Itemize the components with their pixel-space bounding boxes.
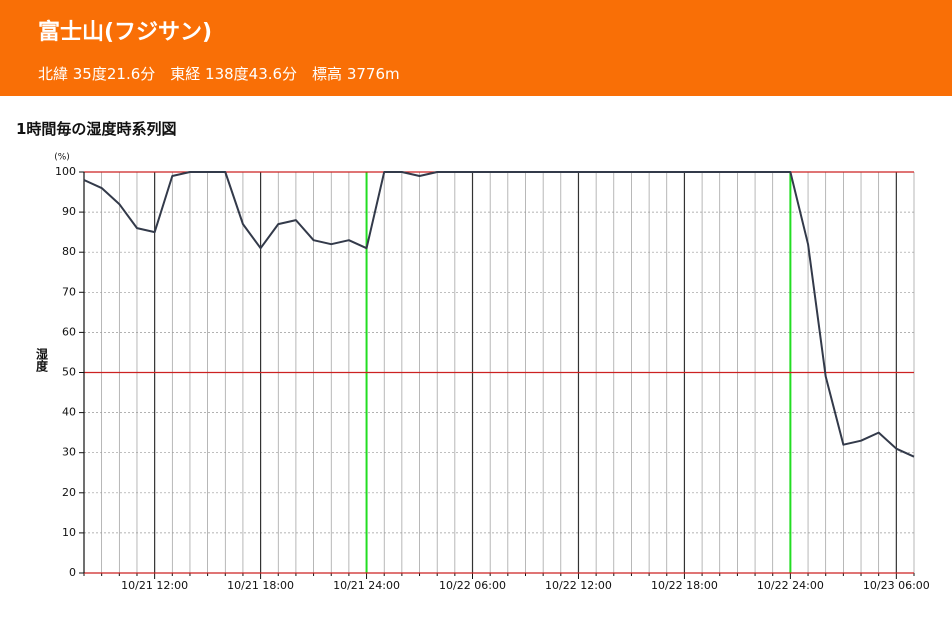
y-tick-label: 100 [55,165,76,178]
chart-title: 1時間毎の湿度時系列図 [16,120,177,138]
x-tick-label: 10/23 06:00 [863,579,930,592]
x-tick-label: 10/22 06:00 [439,579,506,592]
y-tick-label: 10 [62,526,76,539]
y-tick-label: 0 [69,566,76,579]
x-tick-label: 10/22 12:00 [545,579,612,592]
y-tick-label: 90 [62,205,76,218]
x-tick-label: 10/21 24:00 [333,579,400,592]
y-tick-label: 40 [62,406,76,419]
y-tick-label: 60 [62,325,76,338]
site-title: 富士山(フジサン) [38,20,213,45]
x-tick-label: 10/22 18:00 [651,579,718,592]
y-tick-label: 80 [62,245,76,258]
site-subtitle: 北緯 35度21.6分 東経 138度43.6分 標高 3776m [38,65,400,83]
y-tick-label: 50 [62,366,76,379]
y-tick-label: 30 [62,446,76,459]
series-line [83,171,915,458]
y-unit: (%) [54,153,70,163]
x-tick-label: 10/21 12:00 [121,579,188,592]
y-axis-label: 湿度 [35,347,49,373]
y-tick-label: 20 [62,486,76,499]
y-tick-label: 70 [62,285,76,298]
x-tick-label: 10/22 24:00 [757,579,824,592]
header: 富士山(フジサン) 北緯 35度21.6分 東経 138度43.6分 標高 37… [0,0,952,96]
x-tick-label: 10/21 18:00 [227,579,294,592]
